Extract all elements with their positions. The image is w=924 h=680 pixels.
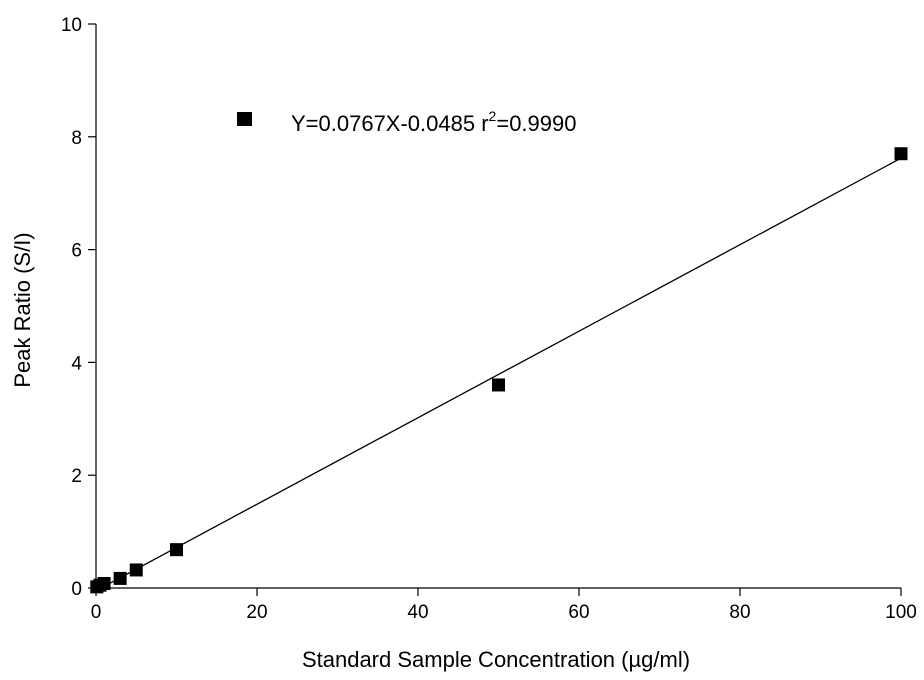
x-tick-label: 40 [407,602,428,623]
data-point [894,147,908,161]
x-tick-label: 0 [91,602,102,623]
axes [95,24,901,589]
y-tick-label: 10 [61,15,82,36]
x-axis-title: Standard Sample Concentration (µg/ml) [302,647,690,672]
legend: Y=0.0767X-0.0485 r2=0.9990 [237,108,576,136]
x-tick-label: 100 [885,602,917,623]
legend-equation: Y=0.0767X-0.0485 r [291,111,489,136]
y-tick-label: 4 [71,353,82,374]
y-axis-ticks: 0 2 4 6 8 10 [61,15,96,600]
data-point [170,543,183,557]
data-point [97,576,111,590]
regression-line [100,157,902,589]
fit-line-group [100,157,902,589]
x-axis-ticks: 0 20 40 60 80 100 [91,588,917,623]
x-tick-label: 60 [568,602,589,623]
y-tick-label: 2 [71,466,82,487]
data-point [113,571,127,585]
y-axis-title: Peak Ratio (S/I) [10,232,35,387]
legend-marker [237,112,252,126]
y-tick-label: 0 [71,579,82,600]
x-tick-label: 80 [729,602,750,623]
legend-r2-value: =0.9990 [496,111,576,136]
legend-superscript: 2 [489,108,497,124]
data-point [129,563,143,577]
y-tick-label: 6 [71,241,82,262]
data-point [492,378,505,392]
y-tick-label: 8 [71,128,82,149]
data-points [90,147,908,594]
legend-label: Y=0.0767X-0.0485 r2=0.9990 [291,108,576,136]
x-tick-label: 20 [246,602,267,623]
